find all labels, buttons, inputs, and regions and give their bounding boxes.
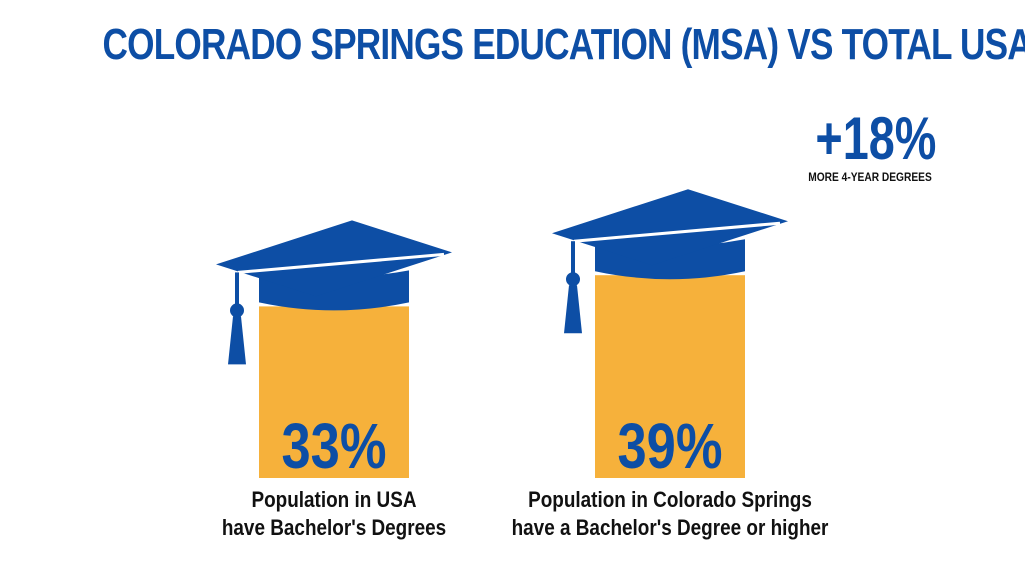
bar-category-label: Population in USA have Bachelor's Degrees	[221, 487, 447, 540]
bar	[259, 306, 409, 478]
bar	[595, 275, 745, 478]
graduation-cap-highlight	[573, 221, 781, 243]
bar-value-label: 39%	[617, 411, 722, 482]
bar-category-label: Population in Colorado Springs have a Bac…	[511, 487, 829, 540]
tassel	[228, 316, 246, 365]
callout-value: +18%	[815, 105, 937, 172]
graduation-cap-highlight	[237, 252, 445, 274]
tassel-knot	[566, 272, 580, 287]
tassel	[564, 285, 582, 334]
callout-label: MORE 4-YEAR DEGREES	[808, 170, 932, 184]
chart-title: COLORADO SPRINGS EDUCATION (MSA) VS TOTA…	[102, 20, 1025, 69]
graduation-cap-board	[216, 220, 452, 297]
bar-value-label: 33%	[281, 411, 386, 482]
tassel-knot	[230, 303, 244, 318]
graduation-cap-board	[552, 189, 788, 266]
